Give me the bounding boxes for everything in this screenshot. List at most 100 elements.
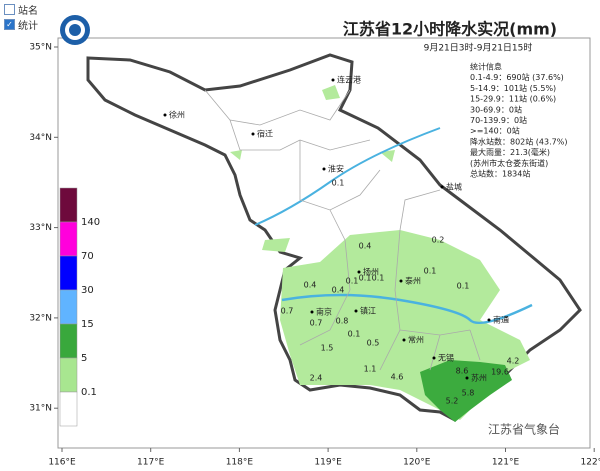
city-name: 连云港: [337, 75, 361, 85]
lon-label: 117°E: [137, 458, 165, 468]
lon-label: 121°E: [492, 458, 520, 468]
city-dot: [251, 132, 255, 136]
legend-swatch: [59, 391, 78, 427]
city-dot: [354, 309, 358, 313]
map-subtitle: 9月21日3时-9月21日15时: [424, 42, 533, 54]
city-name: 扬州: [363, 267, 379, 277]
lat-label: 31°N: [29, 404, 52, 414]
rain-value: 2.4: [310, 374, 323, 383]
map-title: 江苏省12小时降水实况(mm): [343, 20, 557, 39]
city-name: 泰州: [405, 276, 421, 286]
rain-value: 0.8: [336, 317, 349, 326]
city-name: 南京: [316, 307, 332, 317]
rain-value: 4.2: [507, 357, 520, 366]
rain-value: 5.8: [462, 389, 475, 398]
legend-swatch: [59, 357, 78, 393]
rain-value: 0.2: [432, 236, 445, 245]
stats-line: (苏州市太仓娄东街道): [470, 158, 548, 168]
rain-value: 0.1: [346, 277, 359, 286]
city-name: 苏州: [471, 373, 487, 383]
checkbox-label: 统计: [18, 21, 38, 32]
checkbox-label: 站名: [18, 6, 38, 17]
rain-area-dark: [420, 360, 512, 422]
stats-line: 5-14.9：101站 (5.5%): [470, 83, 556, 93]
city-dot: [487, 318, 491, 322]
stats-line: >=140：0站: [470, 126, 520, 136]
yangtze-river: [281, 293, 533, 325]
city-name: 盐城: [446, 182, 462, 192]
city-name: 常州: [408, 336, 424, 345]
stats-line: 15-29.9：11站 (0.6%): [470, 94, 556, 104]
checkbox-box[interactable]: ✓: [4, 19, 15, 30]
lat-label: 35°N: [29, 43, 52, 53]
legend-label: 140: [81, 217, 100, 228]
footer: 江苏省气象台: [488, 422, 560, 437]
rain-value: 0.4: [359, 242, 372, 251]
city-dot: [402, 338, 406, 342]
legend-swatch: [59, 221, 78, 257]
stats-line: 总站数：1834站: [470, 169, 530, 179]
legend-label: 5: [81, 353, 87, 364]
lon-label: 120°E: [403, 458, 431, 468]
checkbox[interactable]: ✓ 统计: [4, 17, 38, 32]
stats-line: 70-139.9：0站: [470, 115, 527, 125]
rain-value: 0.7: [310, 319, 323, 328]
lon-label: 119°E: [314, 458, 342, 468]
city-dot: [331, 78, 335, 82]
city-dot: [163, 113, 167, 117]
rain-value: 8.6: [456, 367, 469, 376]
stats-line: 降水站数：802站 (43.7%): [470, 136, 567, 146]
city-name: 南通: [493, 315, 509, 325]
lat-label: 32°N: [29, 313, 52, 323]
rain-value: 0.1: [457, 282, 470, 291]
rain-value: 0.4: [304, 281, 317, 290]
lon-label: 122°E: [581, 458, 600, 468]
stats-line: 30-69.9：0站: [470, 104, 522, 114]
rain-value: 4.6: [391, 373, 404, 382]
city-boundary: [204, 89, 481, 371]
city-dot: [440, 185, 444, 189]
lon-label: 116°E: [48, 458, 76, 468]
rain-value: 0.7: [281, 307, 294, 316]
rain-value: 1.1: [364, 365, 377, 374]
huai-river: [254, 127, 441, 226]
city-dot: [465, 376, 469, 380]
city-name: 镇江: [360, 306, 376, 316]
city-name: 无锡: [438, 354, 454, 363]
rain-value: 0.1: [348, 330, 361, 339]
city-dot: [399, 279, 403, 283]
rain-value: 0.4: [332, 286, 345, 295]
city-dot: [357, 270, 361, 274]
legend-label: 30: [81, 285, 94, 296]
logo: [60, 15, 90, 45]
legend-swatch: [59, 289, 78, 325]
rain-value: 0.1: [372, 274, 385, 283]
rain-value: 1.5: [321, 344, 334, 353]
rain-value: 0.1: [424, 267, 437, 276]
lon-label: 118°E: [226, 458, 254, 468]
city-dot: [322, 167, 326, 171]
legend-swatch: [59, 187, 78, 223]
legend-swatch: [59, 323, 78, 359]
stats-line: 统计信息: [470, 62, 502, 72]
checkbox-box[interactable]: [4, 4, 15, 15]
legend-label: 15: [81, 319, 94, 330]
city-dot: [432, 356, 436, 360]
lat-label: 34°N: [29, 133, 52, 143]
city-name: 宿迁: [257, 129, 273, 139]
checkbox[interactable]: 站名: [4, 2, 38, 17]
rain-value: 0.5: [367, 339, 380, 348]
stats-line: 最大雨量：21.3(毫米): [470, 147, 550, 157]
legend-label: 0.1: [81, 387, 97, 398]
rain-value: 19.6: [491, 368, 509, 377]
rain-value: 5.2: [446, 397, 459, 406]
city-name: 淮安: [328, 164, 344, 174]
city-dot: [310, 310, 314, 314]
city-name: 徐州: [169, 110, 185, 120]
legend-label: 70: [81, 251, 94, 262]
legend-swatch: [59, 255, 78, 291]
rain-value: 0.1: [332, 179, 345, 188]
